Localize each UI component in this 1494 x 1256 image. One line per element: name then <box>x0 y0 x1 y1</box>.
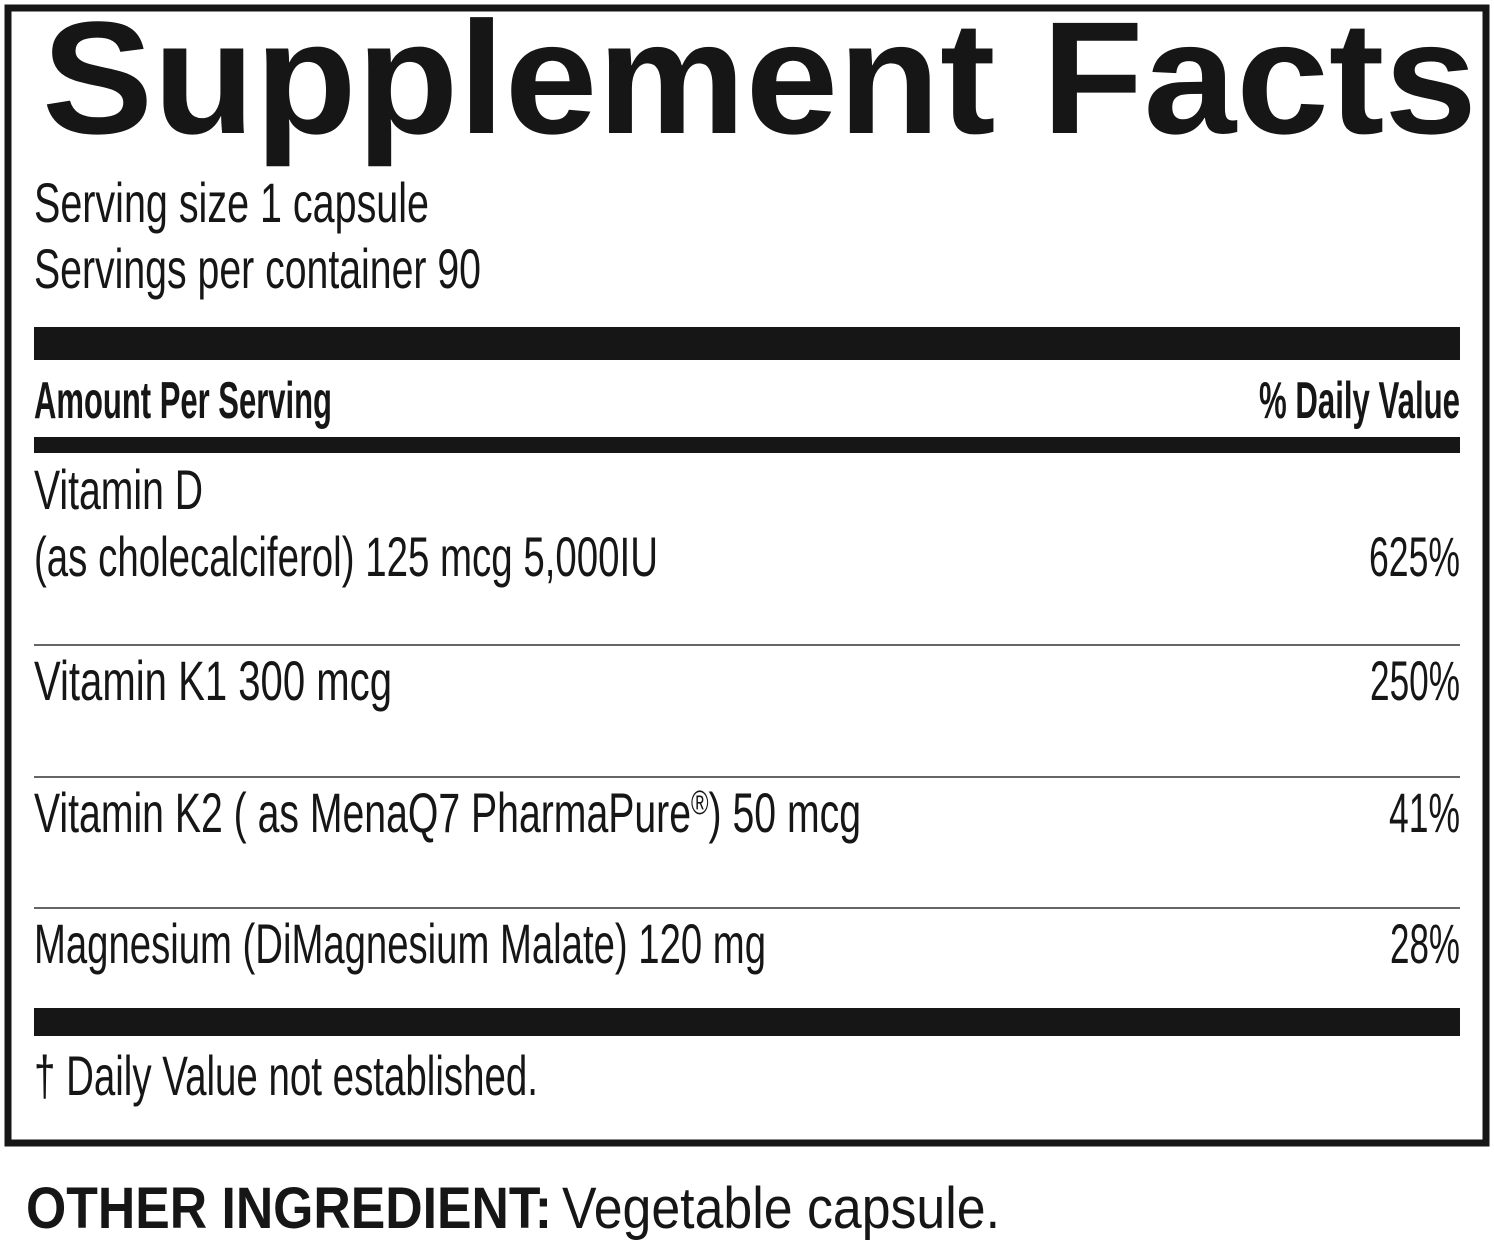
svg-text:Magnesium (DiMagnesium Malate): Magnesium (DiMagnesium Malate) 120 mg <box>34 912 766 975</box>
svg-text:Supplement Facts: Supplement Facts <box>42 0 1477 167</box>
svg-text:† Daily Value not established.: † Daily Value not established. <box>34 1044 538 1107</box>
svg-text:250%: 250% <box>1370 649 1460 712</box>
svg-text:Vitamin D: Vitamin D <box>34 458 203 521</box>
svg-text:Amount Per Serving: Amount Per Serving <box>34 372 332 430</box>
svg-text:(as cholecalciferol) 125 mcg: (as cholecalciferol) 125 mcg 5,000IU <box>34 525 658 588</box>
svg-text:Vitamin K1 300 mcg: Vitamin K1 300 mcg <box>34 649 392 712</box>
svg-text:28%: 28% <box>1390 912 1460 975</box>
svg-text:Vitamin K2 ( as MenaQ7 PharmaP: Vitamin K2 ( as MenaQ7 PharmaPure®) 50 m… <box>34 781 861 844</box>
svg-text:41%: 41% <box>1389 781 1460 844</box>
svg-text:Vegetable capsule.: Vegetable capsule. <box>562 1176 1000 1241</box>
svg-text:Serving size 1 capsule: Serving size 1 capsule <box>34 171 429 234</box>
svg-text:% Daily Value: % Daily Value <box>1259 372 1460 430</box>
svg-text:OTHER INGREDIENT:: OTHER INGREDIENT: <box>26 1176 552 1241</box>
svg-text:Servings per container 90: Servings per container 90 <box>34 237 481 300</box>
svg-text:625%: 625% <box>1369 525 1460 588</box>
